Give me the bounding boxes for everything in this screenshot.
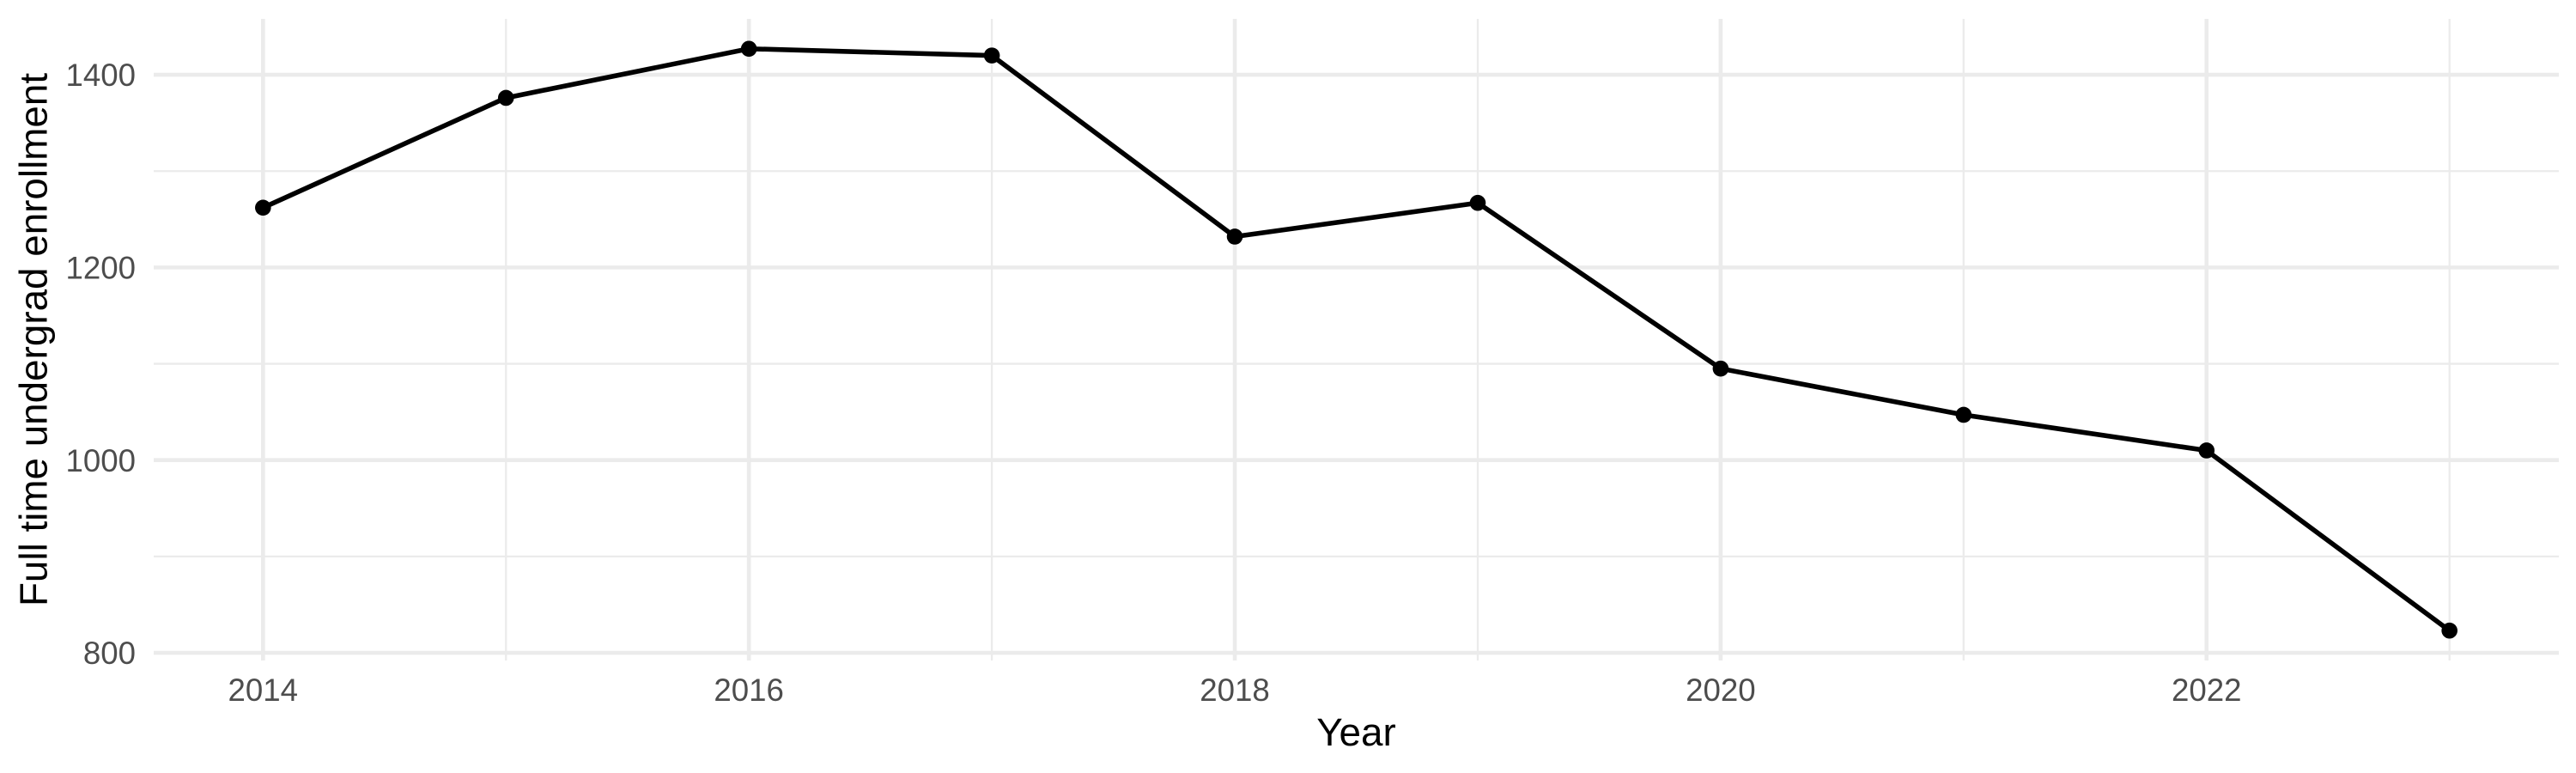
- y-tick-label: 1200: [65, 251, 136, 286]
- data-point: [497, 89, 514, 107]
- series-line: [262, 46, 2451, 633]
- gridlines: [154, 19, 2559, 660]
- data-point: [740, 40, 757, 58]
- x-tick-label: 2016: [714, 673, 784, 708]
- x-tick-label: 2018: [1200, 673, 1270, 708]
- data-point: [255, 199, 271, 216]
- data-point: [2441, 622, 2458, 639]
- data-point: [1955, 406, 1972, 423]
- data-point: [1226, 228, 1243, 245]
- data-point: [2198, 442, 2215, 459]
- x-tick-label: 2022: [2172, 673, 2242, 708]
- data-point: [1712, 360, 1729, 377]
- y-tick-label: 800: [83, 636, 136, 671]
- x-tick-label: 2014: [228, 673, 299, 708]
- y-tick-label: 1000: [65, 443, 136, 478]
- x-axis-title: Year: [1316, 710, 1396, 754]
- axis-labels: 800 1000 1200 1400 2014 2016 2018 2020 2022: [65, 58, 2241, 708]
- line-series: [255, 40, 2458, 639]
- y-tick-label: 1400: [65, 58, 136, 93]
- x-tick-label: 2020: [1686, 673, 1756, 708]
- data-point: [1469, 194, 1486, 211]
- y-axis-title: Full time undergrad enrollment: [12, 73, 56, 606]
- data-point: [983, 47, 1000, 64]
